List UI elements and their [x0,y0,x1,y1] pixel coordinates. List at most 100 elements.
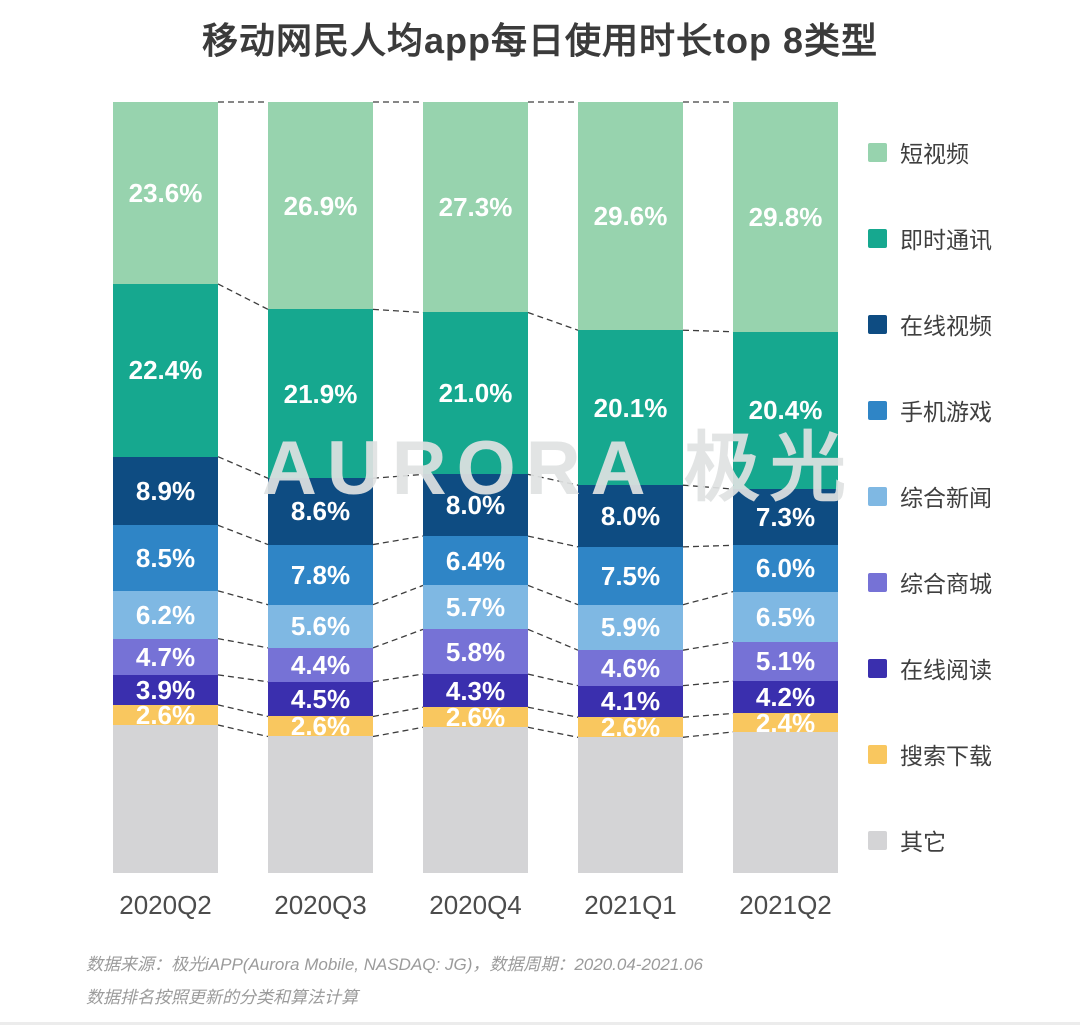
segment-value-label: 7.5% [600,560,661,591]
segment-value-label: 8.9% [135,475,196,506]
connector-line [527,628,579,651]
segment-value-label: 4.5% [290,684,351,715]
legend-item-在线视频: 在线视频 [868,309,992,339]
connector-line [217,590,269,606]
segment-value-label: 6.2% [135,599,196,630]
segment-综合新闻: 6.5% [733,591,838,642]
connector-line [372,584,424,606]
connector-line [372,673,424,683]
segment-在线阅读: 4.5% [268,681,373,717]
bar-2021Q1: 29.6% 20.1% 8.0% 7.5% 5.9% 4.6% 4.1% 2.6% [578,102,683,873]
legend-item-短视频: 短视频 [868,137,969,167]
legend-label: 在线视频 [900,313,992,339]
segment-value-label: 29.8% [748,201,823,232]
bar-2020Q4: 27.3% 21.0% 8.0% 6.4% 5.7% 5.8% 4.3% 2.6% [423,102,528,873]
connector-line [682,680,734,687]
segment-搜索下载: 2.6% [113,702,218,728]
segment-搜索下载: 2.6% [423,704,528,730]
segment-综合新闻: 6.2% [113,590,218,639]
chart-title: 移动网民人均app每日使用时长top 8类型 [202,20,878,61]
connector-line [217,524,269,546]
segment-在线阅读: 4.3% [423,674,528,708]
x-axis-label-2020Q2: 2020Q2 [119,890,212,920]
legend-swatch-icon [868,142,887,162]
segment-value-label: 4.4% [290,649,351,680]
connector-line [682,712,734,718]
legend-item-在线阅读: 在线阅读 [868,653,992,683]
segment-短视频: 26.9% [268,102,373,310]
connector-line [682,590,734,606]
segment-综合商城: 4.6% [578,650,683,686]
segment-value-label: 6.4% [445,545,506,576]
segment-value-label: 8.0% [445,490,506,521]
segment-手机游戏: 7.5% [578,546,683,605]
segment-即时通讯: 21.0% [423,312,528,475]
segment-value-label: 29.6% [593,201,668,232]
segment-value-label: 5.6% [290,611,351,642]
segment-其它 [733,731,838,873]
legend-item-其它: 其它 [868,825,946,855]
segment-其它 [423,727,528,873]
legend-item-搜索下载: 搜索下载 [868,739,992,769]
connector-line [682,731,734,738]
connector-line [527,473,579,486]
legend-swatch-icon [868,400,887,420]
segment-短视频: 29.6% [578,102,683,331]
segment-value-label: 4.3% [445,675,506,706]
connector-line [217,456,269,479]
segment-value-label: 2.4% [755,707,816,738]
segment-value-label: 8.0% [600,501,661,531]
segment-value-label: 5.1% [755,646,816,677]
connector-line [527,706,579,718]
segment-搜索下载: 2.6% [578,712,683,743]
segment-value-label: 4.6% [600,652,661,683]
connector-line [527,673,579,687]
segment-搜索下载: 2.4% [733,710,838,736]
legend-swatch-icon [868,744,887,764]
connector-line [527,584,579,606]
x-axis-label-2020Q4: 2020Q4 [429,890,522,920]
segment-value-label: 23.6% [128,177,203,208]
segment-搜索下载: 2.6% [268,711,373,742]
connector-line [682,641,734,651]
segment-value-label: 7.3% [755,502,816,533]
legend-swatch-icon [868,314,887,334]
segment-综合商城: 4.4% [268,647,373,682]
source-period-line: 数据来源：极光iAPP(Aurora Mobile, NASDAQ: JG)，数… [86,955,703,974]
segment-综合新闻: 5.6% [268,604,373,648]
data-source-note: 数据来源：极光iAPP(Aurora Mobile, NASDAQ: JG)，数… [86,948,703,1014]
legend-swatch-icon [868,228,887,248]
legend-item-综合商城: 综合商城 [868,567,992,597]
segment-在线视频: 7.3% [733,489,838,546]
segment-综合新闻: 5.9% [578,604,683,651]
x-axis-label-2020Q3: 2020Q3 [274,890,367,920]
segment-value-label: 5.9% [600,612,661,643]
segment-value-label: 7.8% [290,559,351,590]
segment-value-label: 8.5% [135,543,196,574]
legend-label: 短视频 [900,141,969,167]
segment-即时通讯: 21.9% [268,309,373,479]
segment-综合新闻: 5.7% [423,585,528,630]
segment-综合商城: 5.8% [423,629,528,675]
legend-swatch-icon [868,572,887,592]
segment-即时通讯: 22.4% [113,283,218,457]
connector-line [217,704,269,718]
legend-item-即时通讯: 即时通讯 [868,223,992,253]
segment-value-label: 21.0% [438,378,513,409]
segment-value-label: 21.9% [283,378,358,409]
segment-短视频: 23.6% [113,102,218,284]
segment-value-label: 20.4% [748,395,823,426]
segment-短视频: 29.8% [733,102,838,332]
connector-line [217,674,269,683]
segment-在线视频: 8.0% [578,485,683,547]
connector-line [372,628,424,649]
connector-line [217,724,269,738]
segment-value-label: 2.6% [290,711,351,742]
segment-在线视频: 8.9% [113,456,218,526]
legend-label: 综合商城 [900,571,992,597]
segment-value-label: 2.6% [600,712,661,743]
legend-item-手机游戏: 手机游戏 [868,395,992,425]
segment-其它 [113,724,218,873]
connector-line [372,726,424,738]
